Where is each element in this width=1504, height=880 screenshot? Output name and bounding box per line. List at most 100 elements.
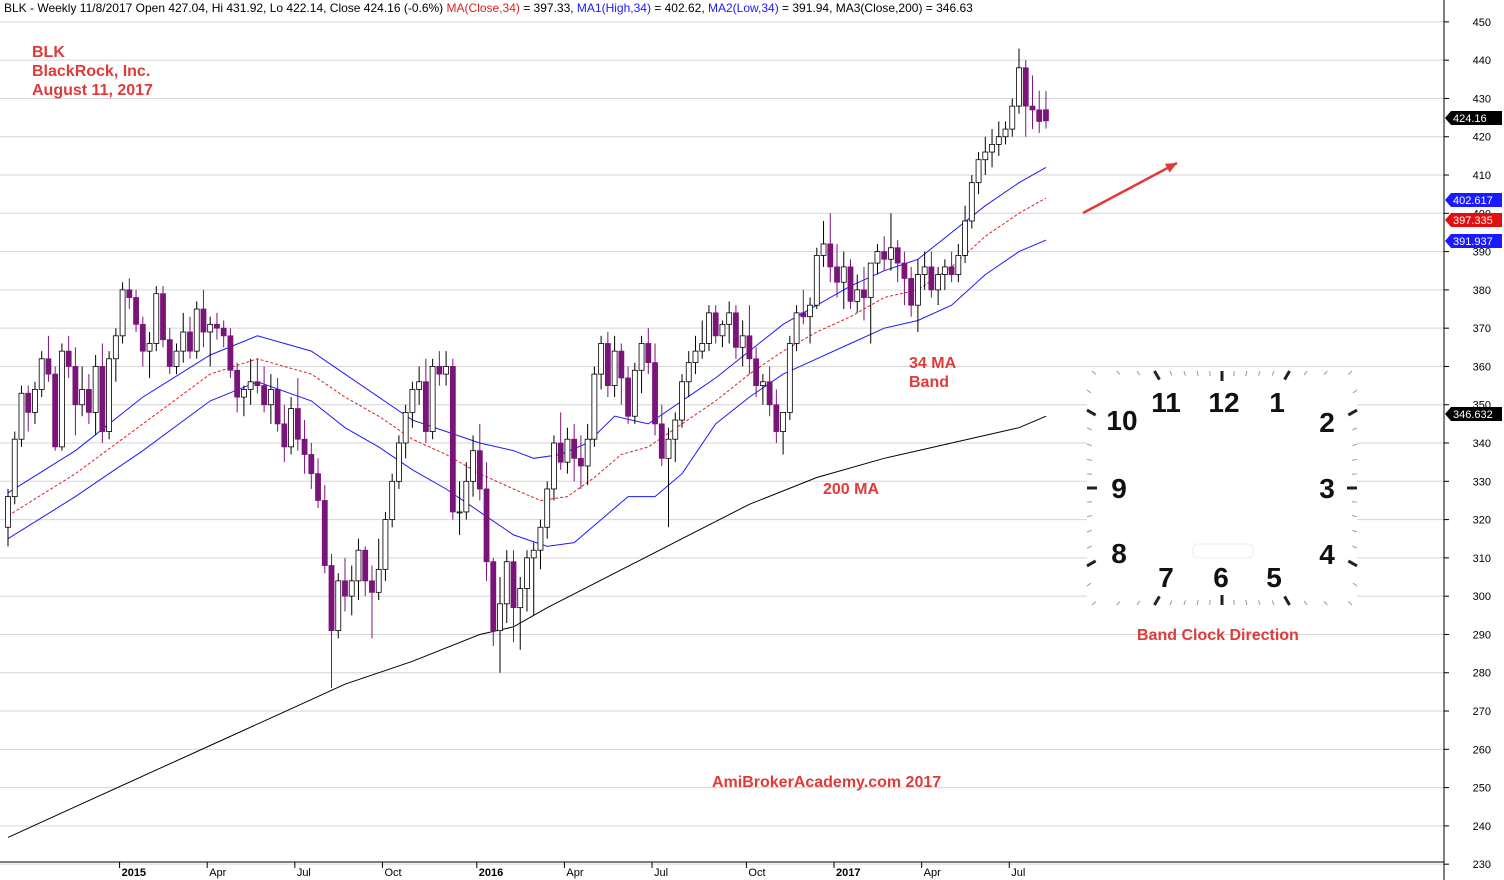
candle-up: [11, 438, 18, 498]
arrow-head: [1164, 163, 1177, 173]
candle-up: [537, 526, 544, 551]
candle-down: [254, 381, 261, 386]
candle-up: [739, 335, 746, 348]
candle-down: [658, 423, 665, 459]
clock-minute-tick: [1086, 389, 1092, 394]
clock-hour-tick: [1283, 370, 1291, 381]
ma-line: [7, 415, 1047, 838]
candle-down: [1029, 105, 1036, 111]
candle-down: [625, 377, 631, 417]
time-tick-label: Apr: [209, 867, 226, 879]
candle-down: [328, 565, 335, 632]
clock-minute-tick: [1086, 501, 1093, 503]
clock-minute-tick: [1352, 582, 1358, 587]
clock-minute-tick: [1183, 370, 1187, 376]
candle-up: [112, 335, 119, 360]
close-price-tag: 424.16: [1445, 111, 1502, 125]
ma-line: [7, 197, 1047, 517]
band-annotation-line1: 34 MA: [909, 355, 957, 372]
arrow-shaft: [1082, 161, 1178, 215]
candle-up: [807, 304, 813, 318]
candle-up: [348, 580, 355, 597]
candle-up: [180, 331, 187, 352]
candle-down: [746, 335, 753, 360]
price-tags: 424.16 402.617 397.335 391.937 346.632: [1445, 111, 1502, 421]
candle-down: [369, 580, 375, 593]
candle-down: [800, 312, 807, 318]
candle-up: [719, 323, 726, 337]
clock-minute-tick: [1352, 458, 1358, 461]
candle-down: [133, 297, 139, 325]
ma3-200-value: = 346.63: [922, 1, 973, 15]
candle-up: [382, 519, 389, 570]
candle-up: [1016, 67, 1022, 107]
candle-down: [187, 331, 193, 352]
clock-minute-tick: [1209, 370, 1211, 377]
candle-up: [955, 255, 962, 275]
candle-up: [726, 312, 733, 325]
price-tick-label: 240: [1473, 821, 1491, 833]
candle-down: [766, 381, 773, 406]
price-tick-label: 250: [1473, 783, 1491, 795]
clock-minute-tick: [1245, 600, 1248, 606]
candle-down: [65, 350, 72, 367]
candle-up: [820, 243, 827, 256]
candle-up: [591, 373, 598, 440]
candle-up: [854, 289, 861, 302]
clock-minute-tick: [1169, 370, 1173, 376]
price-tick-label: 450: [1473, 17, 1491, 29]
price-tick-label: 420: [1473, 132, 1491, 144]
ma3-200-label: MA3(Close,200): [835, 1, 923, 15]
candle-up: [786, 343, 793, 413]
clock-minute-tick: [1257, 370, 1261, 376]
candle-up: [59, 350, 65, 448]
clock-minute-tick: [1257, 600, 1261, 606]
ma1-high-value: = 402.62,: [650, 1, 708, 15]
clock-minute-tick: [1271, 370, 1275, 376]
candle-down: [321, 500, 328, 566]
candle-down: [901, 262, 908, 279]
candle-down: [45, 358, 52, 375]
candle-up: [915, 274, 921, 306]
candle-down: [510, 561, 517, 609]
candle-up: [32, 389, 38, 413]
candle-up: [780, 411, 786, 432]
clock-numeral: 11: [1151, 387, 1181, 418]
candle-down: [200, 308, 207, 333]
clock-numeral: 10: [1106, 405, 1137, 436]
candle-up: [463, 480, 470, 513]
trend-arrow: [1082, 161, 1178, 215]
candle-up: [375, 568, 382, 593]
clock-minute-tick: [1323, 370, 1328, 376]
candle-down: [928, 266, 935, 291]
candle-up: [443, 366, 450, 375]
price-tick-label: 290: [1473, 629, 1491, 641]
candle-down: [449, 366, 456, 513]
clock-minute-tick: [1086, 458, 1092, 461]
clock-minute-tick: [1086, 582, 1092, 587]
clock-numeral: 4: [1319, 539, 1335, 570]
candle-up: [982, 151, 989, 161]
ma200-annotation: 200 MA: [823, 481, 880, 498]
chart-header: BLK - Weekly 11/8/2017 Open 427.04, Hi 4…: [4, 0, 973, 16]
clock-caption: Band Clock Direction: [1137, 627, 1299, 644]
candle-up: [470, 450, 476, 482]
clock-numeral: 9: [1111, 473, 1127, 504]
clock-minute-tick: [1351, 473, 1358, 475]
candle-up: [679, 381, 685, 421]
candle-up: [962, 220, 968, 256]
time-tick-label: Jul: [297, 867, 311, 879]
candle-down: [160, 293, 166, 341]
candle-down: [578, 457, 584, 467]
candle-down: [362, 549, 369, 582]
time-tick-label: Jul: [1011, 867, 1025, 879]
candles: [5, 48, 1049, 689]
candle-up: [79, 389, 86, 406]
candle-down: [220, 327, 227, 337]
candle-up: [1009, 105, 1016, 130]
candle-down: [301, 438, 308, 455]
candle-up: [389, 480, 396, 520]
moving-average-lines: [7, 166, 1047, 838]
candle-up: [5, 496, 11, 528]
candle-up: [207, 323, 214, 333]
